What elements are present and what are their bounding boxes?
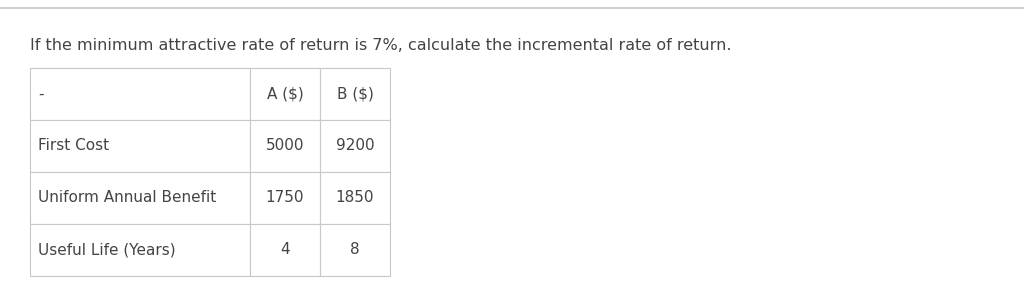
Text: 8: 8 [350, 242, 359, 258]
Text: -: - [38, 86, 43, 102]
Text: 5000: 5000 [266, 139, 304, 154]
Bar [250, 68, 319, 120]
Bar [250, 120, 319, 172]
Text: 1850: 1850 [336, 191, 374, 205]
Text: A ($): A ($) [266, 86, 303, 102]
Text: 1750: 1750 [266, 191, 304, 205]
Text: First Cost: First Cost [38, 139, 110, 154]
Bar [30, 172, 250, 224]
Bar [319, 224, 390, 276]
Bar [30, 68, 250, 120]
Bar [319, 172, 390, 224]
Text: B ($): B ($) [337, 86, 374, 102]
Bar [250, 172, 319, 224]
Bar [319, 120, 390, 172]
Bar [250, 224, 319, 276]
Bar [30, 224, 250, 276]
Bar [30, 120, 250, 172]
Text: 4: 4 [281, 242, 290, 258]
Text: Useful Life (Years): Useful Life (Years) [38, 242, 176, 258]
Text: If the minimum attractive rate of return is 7%, calculate the incremental rate o: If the minimum attractive rate of return… [30, 38, 731, 53]
Bar [319, 68, 390, 120]
Text: Uniform Annual Benefit: Uniform Annual Benefit [38, 191, 216, 205]
Text: 9200: 9200 [336, 139, 375, 154]
